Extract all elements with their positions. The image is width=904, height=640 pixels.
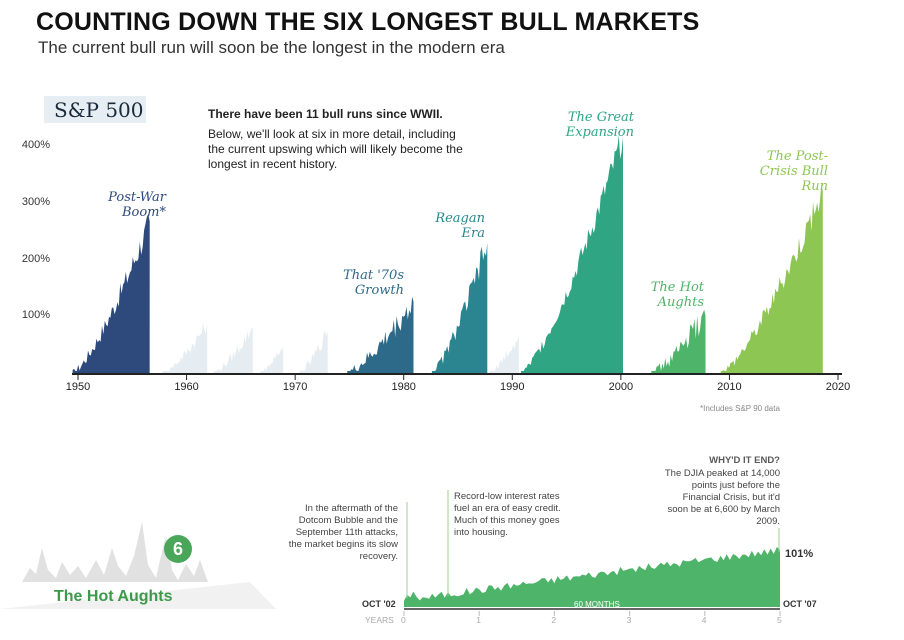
y-tick-label: 400% [21, 139, 50, 151]
x-tick-label: 2010 [717, 381, 742, 393]
years-tick-label: 5 [777, 615, 782, 625]
minor-run-area [299, 330, 328, 373]
x-tick-label: 1970 [282, 381, 308, 393]
bull-run-area-that-70s-growth [347, 296, 414, 373]
years-tick-label: 0 [401, 615, 406, 625]
footnote: *Includes S&P 90 data [700, 404, 780, 413]
duration-label: 60 MONTHS [574, 600, 620, 609]
hot-aughts-detail-area [404, 547, 780, 607]
bull-run-area-the-great-expansion [520, 135, 624, 373]
minor-run-area [162, 323, 208, 373]
x-tick-label: 2020 [825, 381, 851, 393]
years-axis-label: YEARS [365, 615, 394, 625]
minor-run-area [260, 345, 284, 373]
minor-run-area [489, 336, 519, 373]
bull-run-area-the-post-crisis-bull-run [720, 183, 823, 373]
x-tick-label: 1990 [500, 381, 525, 393]
title-backdrop-shape [0, 582, 276, 609]
years-tick-label: 1 [476, 615, 481, 625]
start-date-label: OCT '02 [362, 599, 396, 609]
years-tick-label: 3 [626, 615, 632, 625]
final-gain-label: 101% [785, 548, 814, 560]
index-badge-label: S&P 500 [54, 98, 144, 122]
section-title: The Hot Aughts [54, 588, 173, 605]
x-tick-label: 1950 [65, 381, 91, 393]
x-tick-label: 2000 [608, 381, 634, 393]
era-label-post-crisis: The Post-Crisis Bull Run [759, 149, 828, 194]
intro-text: There have been 11 bull runs since WWII.… [208, 107, 468, 172]
era-label-great-expansion: The Great Expansion [565, 110, 634, 140]
intro-body: Below, we'll look at six in more detail,… [208, 127, 463, 171]
era-label-reagan-era: Reagan Era [435, 211, 485, 241]
era-label-post-war-boom: Post-War Boom* [108, 190, 166, 220]
y-tick-label: 200% [21, 252, 50, 265]
why-text: The DJIA peaked at 14,000 points just be… [664, 468, 780, 527]
annotation-credit: Record-low interest rates fuel an era of… [454, 491, 561, 538]
x-tick-label: 1980 [391, 381, 416, 393]
y-tick-label: 100% [21, 309, 50, 322]
bull-run-area-the-hot-aughts [651, 309, 706, 373]
intro-bold: There have been 11 bull runs since WWII. [208, 107, 443, 121]
years-tick-label: 4 [701, 615, 707, 625]
bull-run-area-reagan-era [431, 243, 488, 373]
era-label-hot-aughts: The Hot Aughts [650, 280, 704, 310]
x-tick-label: 1960 [174, 381, 199, 393]
bull-run-area-post-war-boom [72, 214, 150, 373]
era-number-badge: 6 [164, 535, 192, 563]
minor-run-area [213, 327, 253, 373]
era-label-70s-growth: That '70s Growth [343, 268, 404, 298]
index-badge: S&P 500 [44, 96, 146, 123]
annotation-recovery: In the aftermath of the Dotcom Bubble an… [288, 503, 398, 562]
page-subtitle: The current bull run will soon be the lo… [38, 38, 505, 57]
years-tick-label: 2 [551, 615, 557, 625]
why-heading: WHY'D IT END? [709, 455, 780, 466]
y-tick-label: 300% [21, 195, 50, 208]
page-title: COUNTING DOWN THE SIX LONGEST BULL MARKE… [36, 8, 700, 36]
mini-overview-silhouette [22, 522, 208, 582]
end-date-label: OCT '07 [783, 599, 817, 609]
